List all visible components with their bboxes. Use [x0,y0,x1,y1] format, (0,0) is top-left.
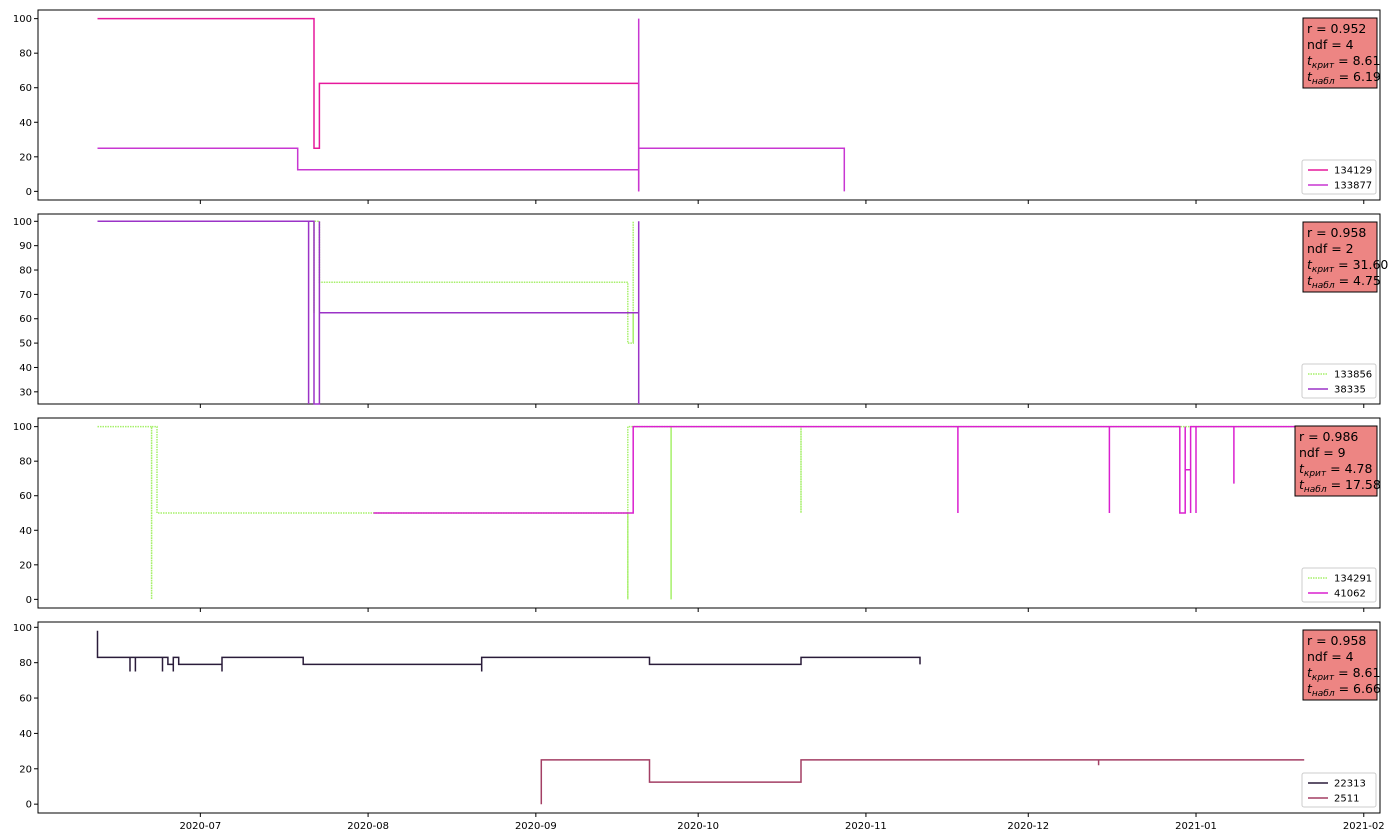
legend-entry: 134129 [1334,166,1372,177]
y-tick-label: 100 [13,217,32,228]
legend-entry: 41062 [1334,589,1366,600]
stat-r: r = 0.952 [1307,21,1366,36]
stat-tobs-value: 6.66 [1353,681,1381,696]
stat-ndf: ndf = 2 [1307,241,1354,256]
legend-entry: 133877 [1334,181,1372,192]
y-tick-label: 90 [19,241,32,252]
y-tick-label: 0 [26,187,32,198]
x-tick-label: 2021-01 [1175,821,1217,832]
x-tick-label: 2020-09 [515,821,557,832]
stat-tobs-value: 4.75 [1353,273,1381,288]
x-tick-label: 2020-07 [179,821,221,832]
panel-4: 0 20 40 60 80 100 2020-07 2020-08 2020-09 2020-10… [13,622,1385,832]
x-tick-label: 2020-08 [347,821,389,832]
y-tick-label: 100 [13,422,32,433]
legend-entry: 22313 [1334,779,1366,790]
x-tick-label: 2020-10 [677,821,719,832]
series-line-134129 [98,19,639,192]
y-tick-label: 60 [19,694,32,705]
y-tick-label: 40 [19,118,32,129]
y-tick-label: 20 [19,764,32,775]
stat-tobs-value: 17.58 [1345,477,1381,492]
y-tick-label: 50 [19,339,32,350]
stat-tobs-value: 6.19 [1353,69,1381,84]
y-tick-label: 70 [19,290,32,301]
y-tick-label: 60 [19,83,32,94]
legend-entry: 2511 [1334,794,1359,805]
y-tick-label: 0 [26,800,32,811]
axes-frame [38,622,1380,813]
stat-ndf: ndf = 4 [1307,37,1354,52]
stat-ndf: ndf = 9 [1299,445,1346,460]
x-tick-label: 2020-11 [845,821,887,832]
series-line-2511 [541,760,1304,804]
y-tick-label: 40 [19,729,32,740]
y-tick-label: 0 [26,595,32,606]
stat-ndf: ndf = 4 [1307,649,1354,664]
y-tick-label: 40 [19,363,32,374]
y-tick-label: 30 [19,387,32,398]
series-line-22313 [98,631,921,672]
stat-tcrit-value: 31.60 [1353,257,1389,272]
stat-r: r = 0.958 [1307,225,1366,240]
axes-frame [38,214,1380,404]
stat-tcrit-value: 4.78 [1345,461,1373,476]
y-tick-label: 100 [13,623,32,634]
x-tick-label: 2021-02 [1343,821,1385,832]
legend-entry: 134291 [1334,574,1372,585]
y-tick-label: 60 [19,314,32,325]
y-tick-label: 40 [19,526,32,537]
y-tick-label: 80 [19,266,32,277]
y-tick-label: 20 [19,560,32,571]
y-tick-label: 80 [19,658,32,669]
stat-tcrit-value: 8.61 [1353,53,1381,68]
y-tick-label: 60 [19,491,32,502]
y-tick-label: 80 [19,457,32,468]
axes-frame [38,10,1380,200]
legend-entry: 133856 [1334,370,1372,381]
stat-r: r = 0.958 [1307,633,1366,648]
series-line-133877 [98,19,845,192]
legend-entry: 38335 [1334,385,1366,396]
y-tick-label: 80 [19,49,32,60]
x-tick-label: 2020-12 [1007,821,1049,832]
stat-tcrit-value: 8.61 [1353,665,1381,680]
series-line-38335 [98,221,639,404]
y-tick-label: 20 [19,152,32,163]
series-line-41062 [374,427,1299,513]
stat-r: r = 0.986 [1299,429,1358,444]
y-tick-label: 100 [13,14,32,25]
series-line-134291 [98,427,1299,600]
series-line-133856 [98,221,639,343]
